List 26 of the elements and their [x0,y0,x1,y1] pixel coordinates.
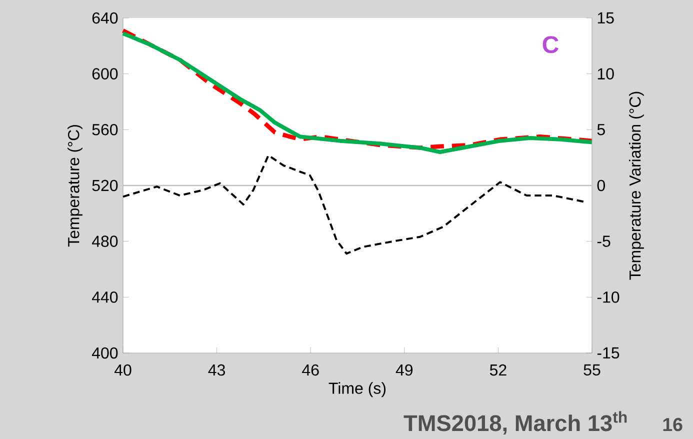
y2-tick-label: 15 [598,12,614,24]
y2-tick-label: -5 [597,236,610,247]
x-tick-label: 43 [208,364,225,376]
y2-tick-label: 0 [597,180,605,192]
y2-tick-label: 10 [598,68,614,80]
x-tick-label: 52 [490,364,506,376]
y2-tick-label: 5 [597,124,605,136]
text: TMS2018, March 13$^{th}$ [404,411,627,434]
x-tick-label: 49 [396,364,413,376]
y-axis-title: Temperature (°C) [68,125,82,247]
y-tick-label: 480 [92,236,118,247]
y-tick-label: 560 [92,124,118,136]
x-axis-title: Time (s) [328,382,386,398]
y-tick-label: 520 [92,180,118,192]
y2-axis-title: Temperature Variation (°C) [628,92,644,280]
text: 16 [663,418,682,432]
y2-tick-label: -10 [597,292,620,303]
y-tick-label: 400 [92,347,118,359]
annotation: C [542,36,558,54]
y-tick-label: 600 [92,68,118,80]
x-tick-label: 55 [584,364,600,376]
y-tick-label: 440 [92,291,118,303]
y2-tick-label: -15 [597,347,620,359]
y-tick-label: 640 [92,12,118,24]
x-tick-label: 40 [114,364,132,376]
x-tick-label: 46 [302,364,319,376]
